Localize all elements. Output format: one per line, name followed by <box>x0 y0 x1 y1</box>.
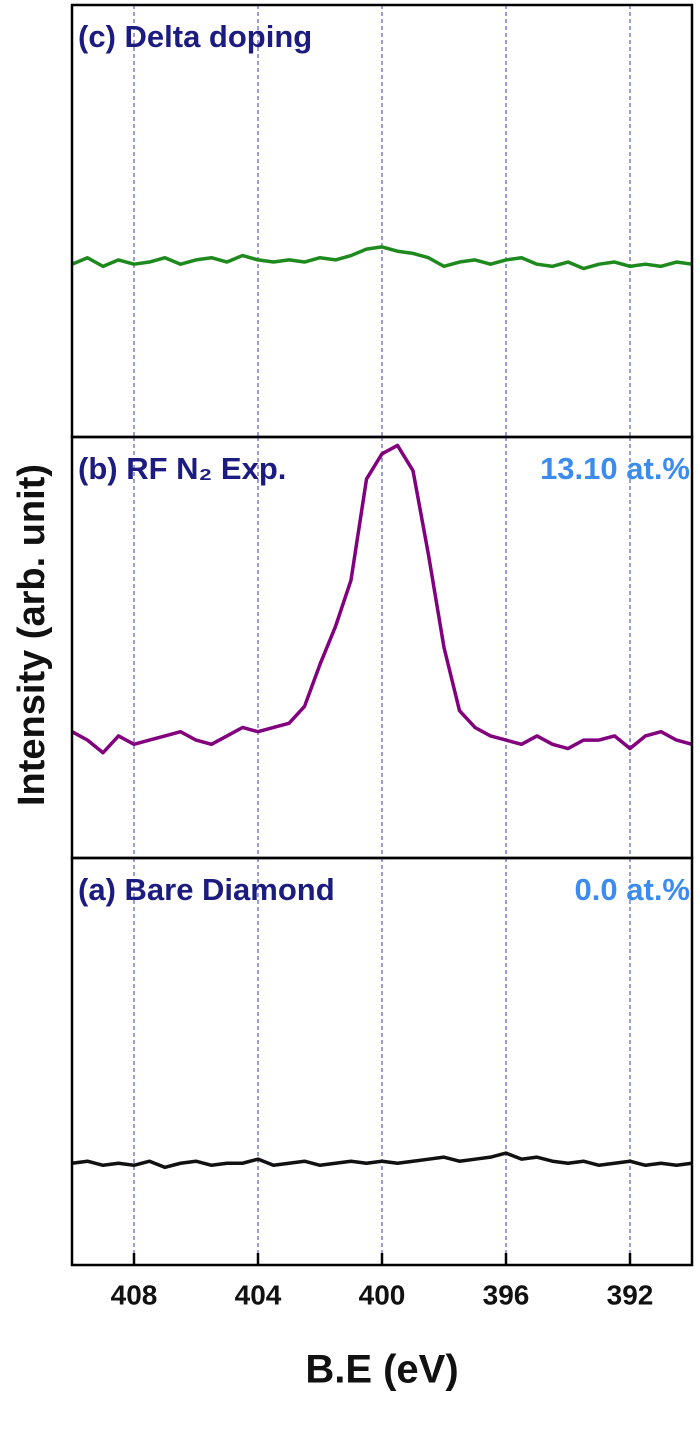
panel-title: (c) Delta doping <box>78 19 312 54</box>
x-tick-label: 396 <box>483 1279 530 1310</box>
x-tick-label: 400 <box>359 1279 406 1310</box>
panel-title: (b) RF N₂ Exp. <box>78 451 286 486</box>
data-line <box>71 443 693 755</box>
annotation: 13.10 at.% <box>540 451 690 486</box>
annotation: 0.0 at.% <box>575 872 690 907</box>
x-tick-label: 404 <box>235 1279 282 1310</box>
x-tick-label: 392 <box>607 1279 654 1310</box>
data-line <box>71 245 693 271</box>
panel-title: (a) Bare Diamond <box>78 872 335 907</box>
data-line <box>71 1151 693 1170</box>
y-axis-label: Intensity (arb. unit) <box>11 464 53 806</box>
x-axis-label: B.E (eV) <box>305 1348 458 1392</box>
x-tick-label: 408 <box>111 1279 158 1310</box>
